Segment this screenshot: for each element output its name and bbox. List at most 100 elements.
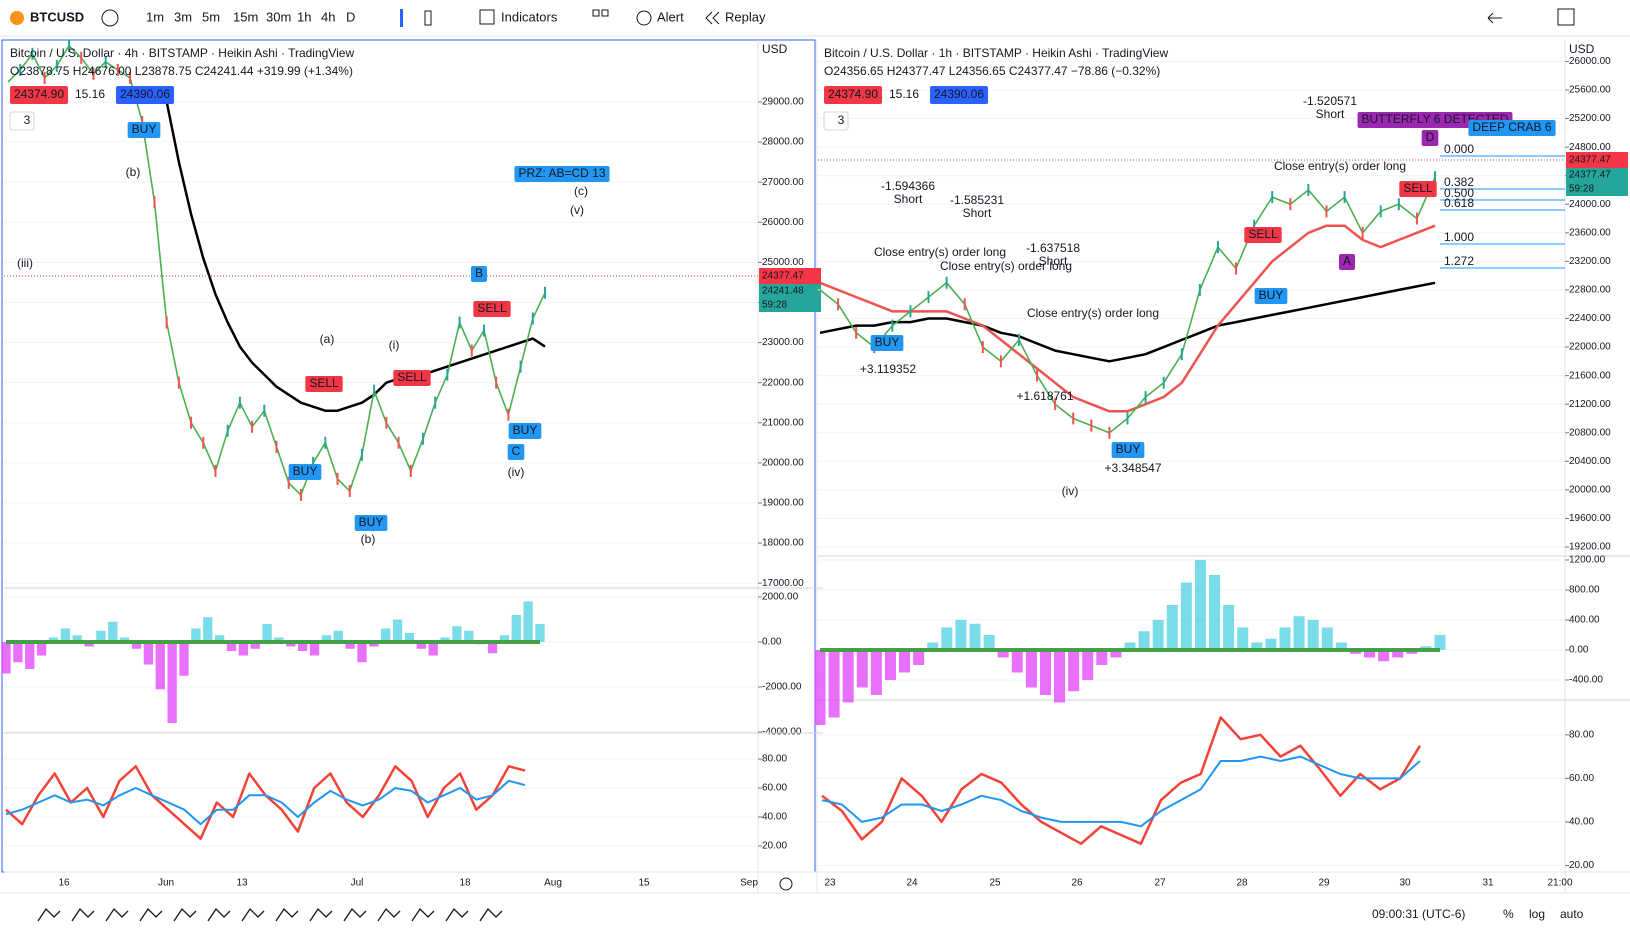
histogram-bar [96,630,106,643]
tool-icon[interactable] [445,907,469,922]
templates-icon[interactable] [592,9,600,17]
interval-button[interactable]: 1m [146,9,164,24]
y-tick-label: 22400.00 [1569,313,1611,324]
interval-button[interactable]: 15m [233,9,258,24]
annotation: (iii) [17,256,33,270]
undo-button[interactable] [1487,12,1502,24]
interval-button[interactable]: 1h [297,9,311,24]
interval-button[interactable]: 5m [202,9,220,24]
layout-button[interactable] [1557,8,1575,26]
y-tick-label: 23000.00 [762,337,804,348]
y-tick-label: 400.00 [1569,615,1600,626]
indicators-button[interactable]: Indicators [501,9,558,24]
histogram-bar [499,635,510,643]
interval-button[interactable]: D [346,9,355,24]
y-tick-label: 21000.00 [762,417,804,428]
histogram-bar [333,630,343,643]
tool-icon[interactable] [71,907,95,922]
tool-icon[interactable] [241,907,265,922]
y-tick-label: 1200.00 [1569,555,1606,566]
alert-icon[interactable] [636,10,652,26]
y-tick-label: 20000.00 [762,458,804,469]
signal-label: SELL [1248,227,1278,241]
tool-icon[interactable] [105,907,129,922]
indicators-icon[interactable] [479,9,495,25]
auto-toggle[interactable]: auto [1560,907,1584,921]
tool-icon[interactable] [479,907,503,922]
annotation: Short [894,192,923,206]
last-price-box [1566,152,1628,168]
y-tick-label: 24800.00 [1569,142,1611,153]
compare-button[interactable] [101,9,119,27]
histogram-bar [1110,649,1122,658]
settings-button[interactable] [779,877,793,891]
tool-icon[interactable] [411,907,435,922]
annotation: (iv) [508,465,525,479]
ohlc-readout: O23878.75 H24676.00 L23878.75 C24241.44 … [10,64,353,78]
tool-icon[interactable] [173,907,197,922]
histogram-bar [298,642,308,652]
signal-label: BUY [875,335,900,349]
histogram-bar [464,630,474,643]
histogram-bar [1335,642,1347,650]
x-tick-label: 31 [1482,878,1494,889]
histogram-bar [842,649,854,703]
histogram-bar [1237,627,1249,650]
signal-label: BUY [1259,288,1284,302]
countdown: 59:28 [762,300,787,311]
histogram-bar [416,642,426,649]
templates-icon[interactable] [601,9,609,17]
tool-icon[interactable] [207,907,231,922]
replay-button[interactable]: Replay [725,9,766,24]
y-tick-label: 18000.00 [762,538,804,549]
tool-icon[interactable] [377,907,401,922]
x-tick-label: Jun [158,878,174,889]
annotation: -1.637518 [1026,241,1080,255]
annotation: -1.594366 [881,179,935,193]
bar-style-icon[interactable] [400,9,403,27]
y-tick-label: 19600.00 [1569,513,1611,524]
annotation: Close entry(s) order long [940,259,1072,273]
histogram-bar [1025,649,1037,688]
tool-icon[interactable] [37,907,61,922]
tool-icon[interactable] [139,907,163,922]
log-toggle[interactable]: log [1529,907,1545,921]
histogram-bar [238,642,248,656]
x-tick-label: 23 [824,878,836,889]
alert-button[interactable]: Alert [657,9,684,24]
tool-icon[interactable] [309,907,333,922]
close-price-box [1566,168,1628,196]
y-tick-label: 60.00 [1569,773,1594,784]
interval-button[interactable]: 3m [174,9,192,24]
y-tick-label: -2000.00 [762,682,802,693]
histogram-bar [1011,649,1023,673]
symbol[interactable]: BTCUSD [30,9,84,24]
signal-label: SELL [397,370,427,384]
tool-icon[interactable] [275,907,299,922]
y-tick-label: 2000.00 [762,592,799,603]
tool-icon[interactable] [343,907,367,922]
interval-button[interactable]: 4h [321,9,335,24]
y-tick-label: 19000.00 [762,498,804,509]
ask-price: 24390.06 [934,87,984,101]
y-tick-label: 25000.00 [762,257,804,268]
y-tick-label: 20.00 [1569,860,1594,871]
x-tick-label: 29 [1318,878,1330,889]
y-tick-label: -400.00 [1569,675,1603,686]
signal-box [305,376,343,392]
ask-box [116,86,174,104]
layers-count: 3 [24,113,31,127]
histogram-bar [155,642,165,690]
y-tick-label: 800.00 [1569,585,1600,596]
currency: USD [762,42,788,56]
replay-icon[interactable] [705,11,720,25]
layers-count: 3 [838,113,845,127]
percent-toggle[interactable]: % [1503,907,1514,921]
ohlc-readout: O24356.65 H24377.47 L24356.65 C24377.47 … [824,64,1160,78]
rsi-line [821,716,1422,845]
interval-button[interactable]: 30m [266,9,291,24]
histogram-bar [814,649,826,725]
signal-label: B [475,266,483,280]
histogram-bar [1138,631,1150,650]
candle-icon[interactable] [424,10,432,26]
